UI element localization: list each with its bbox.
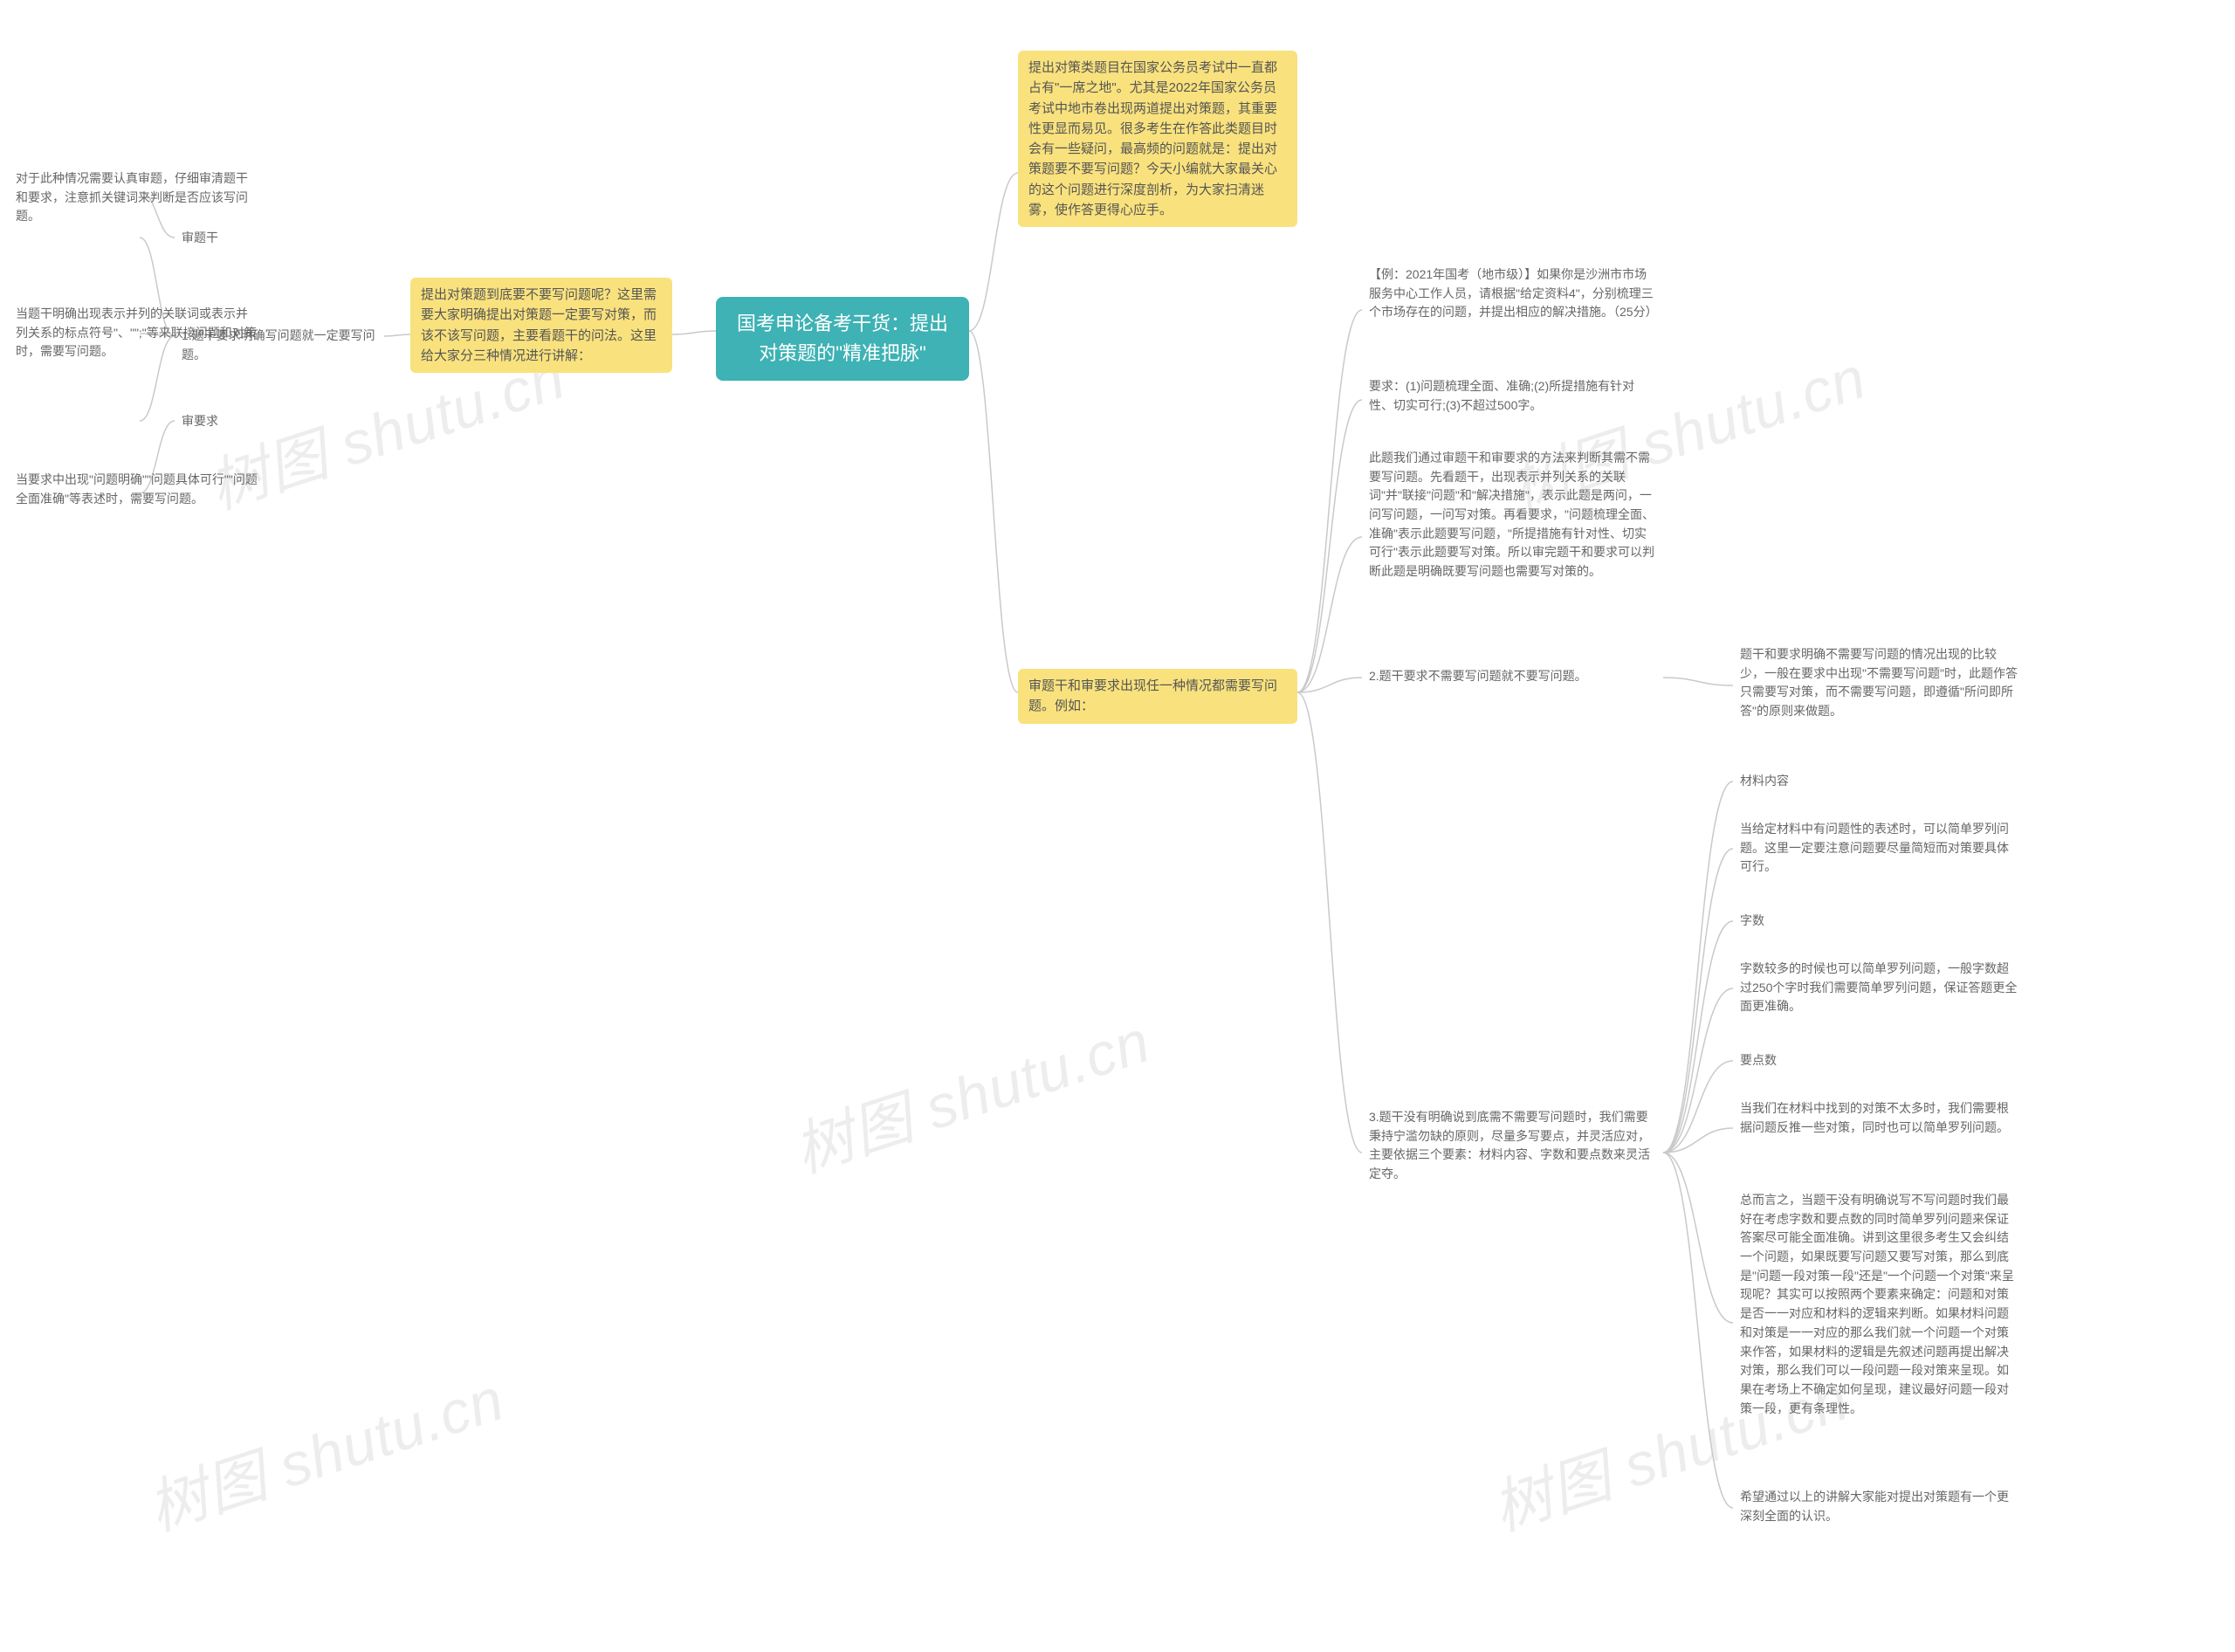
left-c3-body: 当要求中出现"问题明确""问题具体可行""问题全面准确"等表述时，需要写问题。 [9,467,266,512]
center-node: 国考申论备考干货：提出对策题的"精准把脉" [716,297,969,381]
rule3-hope-body: 希望通过以上的讲解大家能对提出对策题有一个更深刻全面的认识。 [1733,1484,2025,1529]
rule3-points-label: 要点数 [1733,1048,2025,1074]
connector-line [1663,849,1733,1153]
connector-line [1297,692,1362,1153]
example-1: 【例：2021年国考（地市级）】如果你是沙洲市市场服务中心工作人员，请根据"给定… [1362,262,1663,326]
left-c2-body: 当题干明确出现表示并列的关联词或表示并列关系的标点符号"、"";"等来联接问题和… [9,301,266,365]
left-c3-label: 审要求 [175,409,244,435]
intro-node: 提出对策类题目在国家公务员考试中一直都占有"一席之地"。尤其是2022年国家公务… [1018,51,1297,227]
connector-line [1663,921,1733,1153]
left-c1-body: 对于此种情况需要认真审题，仔细审清题干和要求，注意抓关键词来判断是否应该写问题。 [9,166,266,230]
left-main-node: 提出对策题到底要不要写问题呢？这里需要大家明确提出对策题一定要写对策，而该不该写… [410,278,672,373]
example-1-analysis: 此题我们通过审题干和审要求的方法来判断其需不需要写问题。先看题干，出现表示并列关… [1362,445,1663,585]
connector-line [1663,1153,1733,1323]
rule-3: 3.题干没有明确说到底需不需要写问题时，我们需要秉持宁滥勿缺的原则，尽量多写要点… [1362,1105,1663,1187]
connector-line [1663,1153,1733,1508]
watermark-text: 树图 shutu.cn [135,1351,513,1547]
connector-line [969,331,1018,692]
rule-2-explain: 题干和要求明确不需要写问题的情况出现的比较少，一般在要求中出现"不需要写问题"时… [1733,642,2025,725]
connector-line [672,331,716,334]
rule3-summary-body: 总而言之，当题干没有明确说写不写问题时我们最好在考虑字数和要点数的同时简单罗列问… [1733,1187,2025,1421]
rule3-material-label: 材料内容 [1733,768,2025,795]
connector-line [1663,781,1733,1153]
connector-line [1297,678,1362,692]
connector-line [384,334,410,336]
connector-line [1663,1061,1733,1153]
rule-2: 2.题干要求不需要写问题就不要写问题。 [1362,664,1663,690]
rule3-material-body: 当给定材料中有问题性的表述时，可以简单罗列问题。这里一定要注意问题要尽量简短而对… [1733,816,2025,880]
connector-line [1297,400,1362,692]
connector-line [1663,678,1733,685]
right-main-node: 审题干和审要求出现任一种情况都需要写问题。例如： [1018,669,1297,724]
connector-line [969,173,1018,331]
connector-line [1663,1128,1733,1153]
example-1-req: 要求：(1)问题梳理全面、准确;(2)所提措施有针对性、切实可行;(3)不超过5… [1362,374,1663,418]
rule3-points-body: 当我们在材料中找到的对策不太多时，我们需要根据问题反推一些对策，同时也可以简单罗… [1733,1096,2025,1140]
watermark-text: 树图 shutu.cn [781,993,1159,1189]
connector-line [1663,988,1733,1153]
rule3-words-label: 字数 [1733,908,2025,934]
connector-line [1297,310,1362,692]
rule3-words-body: 字数较多的时候也可以简单罗列问题，一般字数超过250个字时我们需要简单罗列问题，… [1733,956,2025,1020]
connector-line [1297,537,1362,692]
